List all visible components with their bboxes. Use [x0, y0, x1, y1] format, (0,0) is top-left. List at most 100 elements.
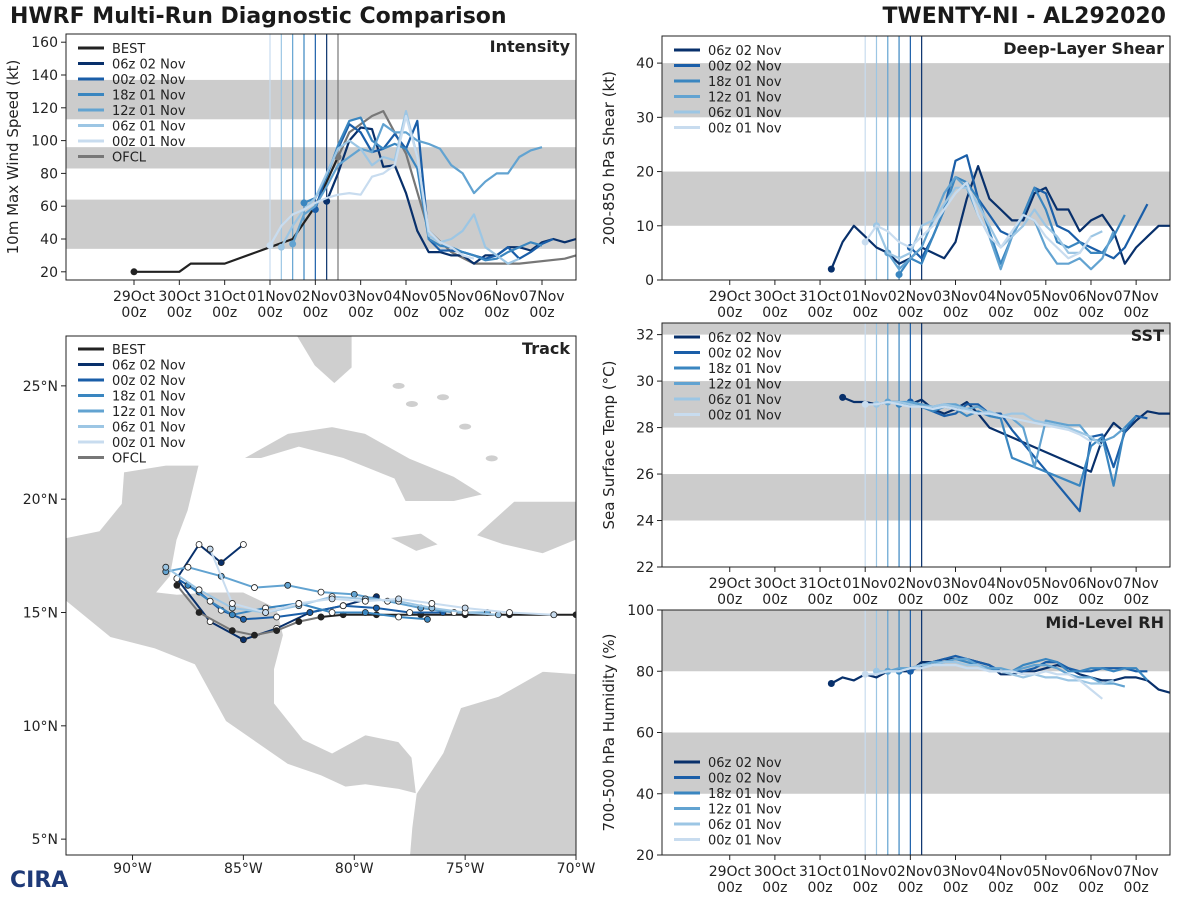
- sst-xtick-day-7: 05Nov: [1023, 576, 1068, 592]
- rh-xtick-day-3: 01Nov: [843, 864, 888, 880]
- intensity-xtick-day-0: 29Oct: [113, 289, 156, 305]
- intensity-xtick-hour-0: 00z: [121, 305, 146, 321]
- rh-xtick-day-2: 31Oct: [799, 864, 842, 880]
- rh-xtick-day-1: 30Oct: [754, 864, 797, 880]
- intensity-series-00z-01-nov: [269, 114, 475, 260]
- rh-xtick-day-6: 04Nov: [978, 864, 1023, 880]
- rh-xtick-hour-8: 00z: [1078, 880, 1103, 896]
- intensity-ytick-label-80: 80: [40, 166, 58, 182]
- shear-xtick-day-2: 31Oct: [799, 289, 842, 305]
- hispaniola-landmass: [475, 500, 576, 555]
- track-xtick-label--70: 70°W: [557, 861, 596, 877]
- sst-xtick-day-2: 31Oct: [799, 576, 842, 592]
- track-ytick-label-25: 25°N: [23, 379, 58, 395]
- track-line-best: [320, 613, 576, 618]
- track-ytick-label-15: 15°N: [23, 605, 58, 621]
- track-panel-title: Track: [522, 339, 570, 358]
- rh-ytick-label-20: 20: [636, 848, 654, 864]
- shear-xtick-hour-6: 00z: [988, 305, 1013, 321]
- rh-band-0: [662, 732, 1170, 794]
- shear-xtick-hour-4: 00z: [898, 305, 923, 321]
- sst-init-point-06z-02-nov: [839, 393, 847, 401]
- track-point-06z-01-nov-9: [195, 586, 203, 594]
- sst-legend-label-00z-01-nov: 00z 01 Nov: [708, 409, 782, 424]
- rh-xtick-day-9: 07Nov: [1114, 864, 1159, 880]
- rh-xtick-hour-5: 00z: [943, 880, 968, 896]
- sst-ytick-label-30: 30: [636, 374, 654, 390]
- track-point-ofcl-4: [228, 627, 236, 635]
- sst-ytick-label-24: 24: [636, 514, 654, 530]
- intensity-xtick-day-5: 03Nov: [338, 289, 383, 305]
- shear-legend-label-00z-01-nov: 00z 01 Nov: [708, 122, 782, 137]
- track-point-00z-01-nov-2: [461, 604, 469, 612]
- shear-legend-label-18z-01-nov: 18z 01 Nov: [708, 75, 782, 90]
- shear-xtick-hour-9: 00z: [1124, 305, 1149, 321]
- intensity-ytick-label-140: 140: [31, 68, 58, 84]
- sst-ytick-label-26: 26: [636, 467, 654, 483]
- bahamas-island-3: [459, 423, 472, 430]
- shear-xtick-day-6: 04Nov: [978, 289, 1023, 305]
- shear-xtick-day-7: 05Nov: [1023, 289, 1068, 305]
- track-point-18z-01-nov-1: [395, 613, 403, 621]
- shear-legend-label-12z-01-nov: 12z 01 Nov: [708, 91, 782, 106]
- rh-ytick-label-80: 80: [636, 664, 654, 680]
- sst-series-18z-01-nov: [899, 403, 1137, 487]
- chart-title-left: HWRF Multi-Run Diagnostic Comparison: [10, 4, 507, 29]
- sst-xtick-hour-2: 00z: [807, 592, 832, 608]
- intensity-legend-label-00z-02-nov: 00z 02 Nov: [112, 73, 186, 88]
- sst-xtick-day-0: 29Oct: [709, 576, 752, 592]
- sst-xtick-hour-9: 00z: [1124, 592, 1149, 608]
- sst-ytick-label-32: 32: [636, 328, 654, 344]
- sst-ytick-label-22: 22: [636, 560, 654, 576]
- rh-series-00z-01-nov: [865, 663, 1103, 700]
- shear-xtick-day-0: 29Oct: [709, 289, 752, 305]
- sst-legend-label-18z-01-nov: 18z 01 Nov: [708, 362, 782, 377]
- track-xtick-label--90: 90°W: [113, 861, 152, 877]
- shear-ylabel: 200-850 hPa Shear (kt): [600, 71, 618, 245]
- rh-legend-label-06z-02-nov: 06z 02 Nov: [708, 756, 782, 771]
- intensity-legend-label-12z-01-nov: 12z 01 Nov: [112, 104, 186, 119]
- shear-xtick-hour-1: 00z: [762, 305, 787, 321]
- intensity-xtick-hour-9: 00z: [529, 305, 554, 321]
- sst-xtick-hour-0: 00z: [717, 592, 742, 608]
- intensity-xtick-hour-3: 00z: [257, 305, 282, 321]
- sst-xtick-hour-1: 00z: [762, 592, 787, 608]
- track-map: [66, 336, 576, 855]
- track-legend-label-ofcl: OFCL: [112, 452, 147, 467]
- shear-legend-label-06z-01-nov: 06z 01 Nov: [708, 106, 782, 121]
- intensity-legend-label-06z-02-nov: 06z 02 Nov: [112, 58, 186, 73]
- track-point-06z-01-nov-0: [494, 611, 502, 619]
- intensity-ytick-label-120: 120: [31, 101, 58, 117]
- shear-xtick-hour-5: 00z: [943, 305, 968, 321]
- intensity-frame: [65, 33, 577, 281]
- track-point-ofcl-1: [295, 618, 303, 625]
- track-ytick-label-5: 5°N: [32, 832, 58, 848]
- rh-ytick-label-60: 60: [636, 726, 654, 742]
- sst-band-2: [662, 323, 1170, 335]
- track-point-12z-01-nov-5: [317, 588, 325, 596]
- intensity-xtick-day-4: 02Nov: [293, 289, 338, 305]
- rh-xtick-day-5: 03Nov: [933, 864, 978, 880]
- intensity-ytick-label-40: 40: [40, 232, 58, 248]
- intensity-init-point-18z-01-nov: [300, 199, 308, 207]
- intensity-xtick-hour-4: 00z: [303, 305, 328, 321]
- track-point-00z-02-nov-3: [339, 602, 347, 610]
- shear-xtick-hour-0: 00z: [717, 305, 742, 321]
- intensity-legend-label-ofcl: OFCL: [112, 151, 147, 166]
- track-xtick-label--85: 85°W: [224, 861, 263, 877]
- intensity-band-0: [66, 199, 576, 249]
- intensity-init-point-12z-01-nov: [289, 240, 297, 248]
- sst-xtick-hour-5: 00z: [943, 592, 968, 608]
- shear-legend-label-06z-02-nov: 06z 02 Nov: [708, 44, 782, 59]
- intensity-series-00z-02-nov: [314, 119, 554, 260]
- shear-ytick-label-0: 0: [645, 273, 654, 289]
- track-point-ofcl-5: [195, 609, 203, 616]
- shear-panel-title: Deep-Layer Shear: [1003, 39, 1164, 58]
- bahamas-island-0: [392, 382, 405, 389]
- rh-xtick-hour-0: 00z: [717, 880, 742, 896]
- chart-title-right: TWENTY-NI - AL292020: [882, 4, 1167, 29]
- intensity-panel-title: Intensity: [490, 37, 571, 56]
- track-legend-label-00z-01-nov: 00z 01 Nov: [112, 436, 186, 451]
- track-legend-label-06z-01-nov: 06z 01 Nov: [112, 421, 186, 436]
- rh-xtick-hour-9: 00z: [1124, 880, 1149, 896]
